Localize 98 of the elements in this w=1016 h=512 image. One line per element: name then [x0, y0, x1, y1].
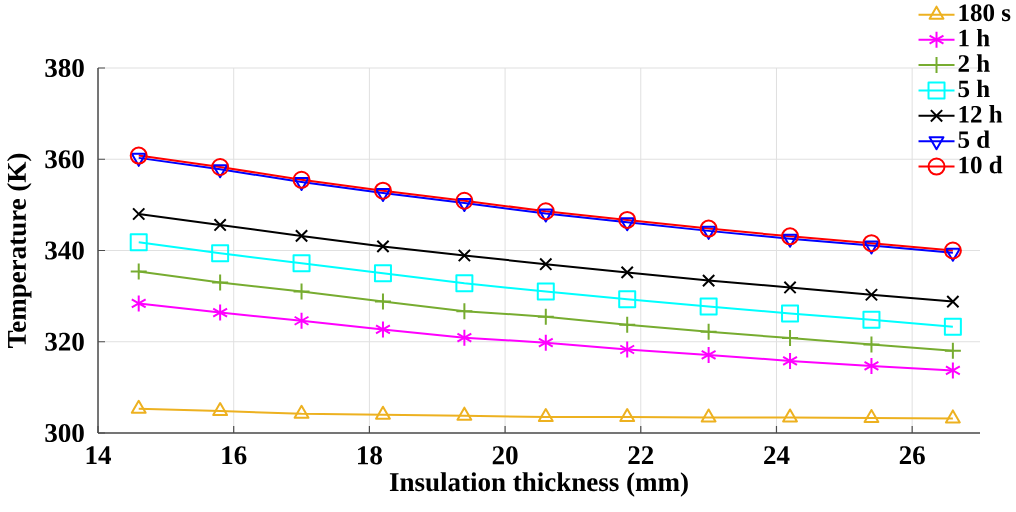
point	[537, 408, 554, 423]
point	[130, 152, 147, 167]
point	[456, 328, 473, 347]
point	[455, 191, 474, 210]
y-tick-label: 380	[45, 58, 84, 78]
legend-label: 12 h	[959, 105, 1003, 123]
point	[943, 317, 962, 336]
point	[863, 240, 880, 255]
point	[293, 177, 310, 192]
point	[700, 408, 717, 423]
point	[456, 198, 473, 213]
point	[292, 282, 311, 301]
point	[375, 405, 391, 420]
point	[781, 329, 800, 348]
point	[781, 227, 800, 246]
point	[700, 225, 717, 240]
point	[373, 292, 392, 311]
x-tick-label: 20	[492, 446, 518, 465]
point	[863, 356, 880, 375]
point	[783, 280, 797, 295]
point	[699, 297, 718, 316]
point	[211, 244, 230, 263]
point	[943, 241, 962, 260]
point	[129, 233, 148, 252]
point	[129, 262, 148, 281]
point	[455, 302, 474, 321]
y-axis-title: Temperature (K)	[7, 153, 32, 348]
point	[457, 248, 472, 263]
point	[292, 254, 311, 273]
point	[618, 315, 637, 334]
point	[946, 294, 960, 309]
point	[864, 288, 879, 302]
point	[862, 335, 881, 354]
point	[211, 273, 230, 292]
legend-label: 180 s	[959, 4, 1011, 22]
point	[782, 351, 798, 370]
point	[373, 264, 392, 283]
point	[537, 208, 554, 223]
point	[132, 207, 146, 221]
point	[618, 290, 637, 309]
x-tick-label: 18	[358, 446, 382, 465]
point	[699, 219, 718, 238]
point	[375, 320, 391, 339]
point	[700, 345, 717, 364]
point	[699, 322, 718, 341]
point	[455, 274, 474, 293]
y-tick-label: 300	[45, 423, 84, 443]
point	[293, 404, 310, 419]
point	[130, 399, 147, 414]
legend-label: 5 d	[958, 130, 990, 149]
point	[701, 273, 716, 288]
point	[129, 146, 148, 165]
x-tick-label: 14	[86, 446, 112, 465]
point	[375, 188, 391, 203]
point	[619, 340, 636, 359]
point	[862, 310, 881, 329]
point	[130, 294, 147, 313]
x-tick-label: 24	[764, 446, 790, 465]
point	[293, 311, 310, 330]
point	[781, 304, 800, 323]
y-tick-label: 340	[45, 241, 84, 260]
x-tick-label: 16	[222, 446, 247, 465]
point	[619, 408, 636, 423]
point	[536, 202, 555, 221]
x-tick-label: 22	[628, 446, 654, 465]
point	[212, 303, 229, 322]
y-tick-label: 320	[45, 332, 84, 351]
legend-label: 2 h	[958, 54, 990, 72]
point	[292, 170, 311, 189]
legend-label: 1 h	[959, 28, 990, 47]
point	[211, 158, 230, 176]
legend-label: 5 h	[958, 79, 990, 98]
y-tick-label: 360	[45, 150, 84, 169]
point	[213, 218, 227, 232]
point	[456, 406, 473, 421]
point	[536, 307, 555, 326]
point	[212, 402, 229, 417]
point	[943, 341, 962, 360]
point	[376, 239, 390, 254]
point	[618, 210, 637, 229]
legend-label: 10 d	[959, 155, 1003, 174]
point	[863, 408, 880, 423]
x-axis-title: Insulation thickness (mm)	[389, 472, 688, 497]
point	[944, 409, 961, 424]
x-tick-label: 26	[899, 446, 925, 465]
point	[212, 164, 229, 179]
point	[294, 229, 309, 243]
point	[539, 257, 553, 271]
point	[536, 282, 555, 301]
point	[373, 181, 392, 200]
point	[619, 217, 636, 232]
point	[944, 361, 961, 380]
point	[620, 265, 634, 280]
point	[862, 234, 881, 253]
point	[537, 333, 554, 352]
point	[782, 233, 798, 248]
point	[782, 408, 798, 423]
point	[944, 247, 961, 262]
